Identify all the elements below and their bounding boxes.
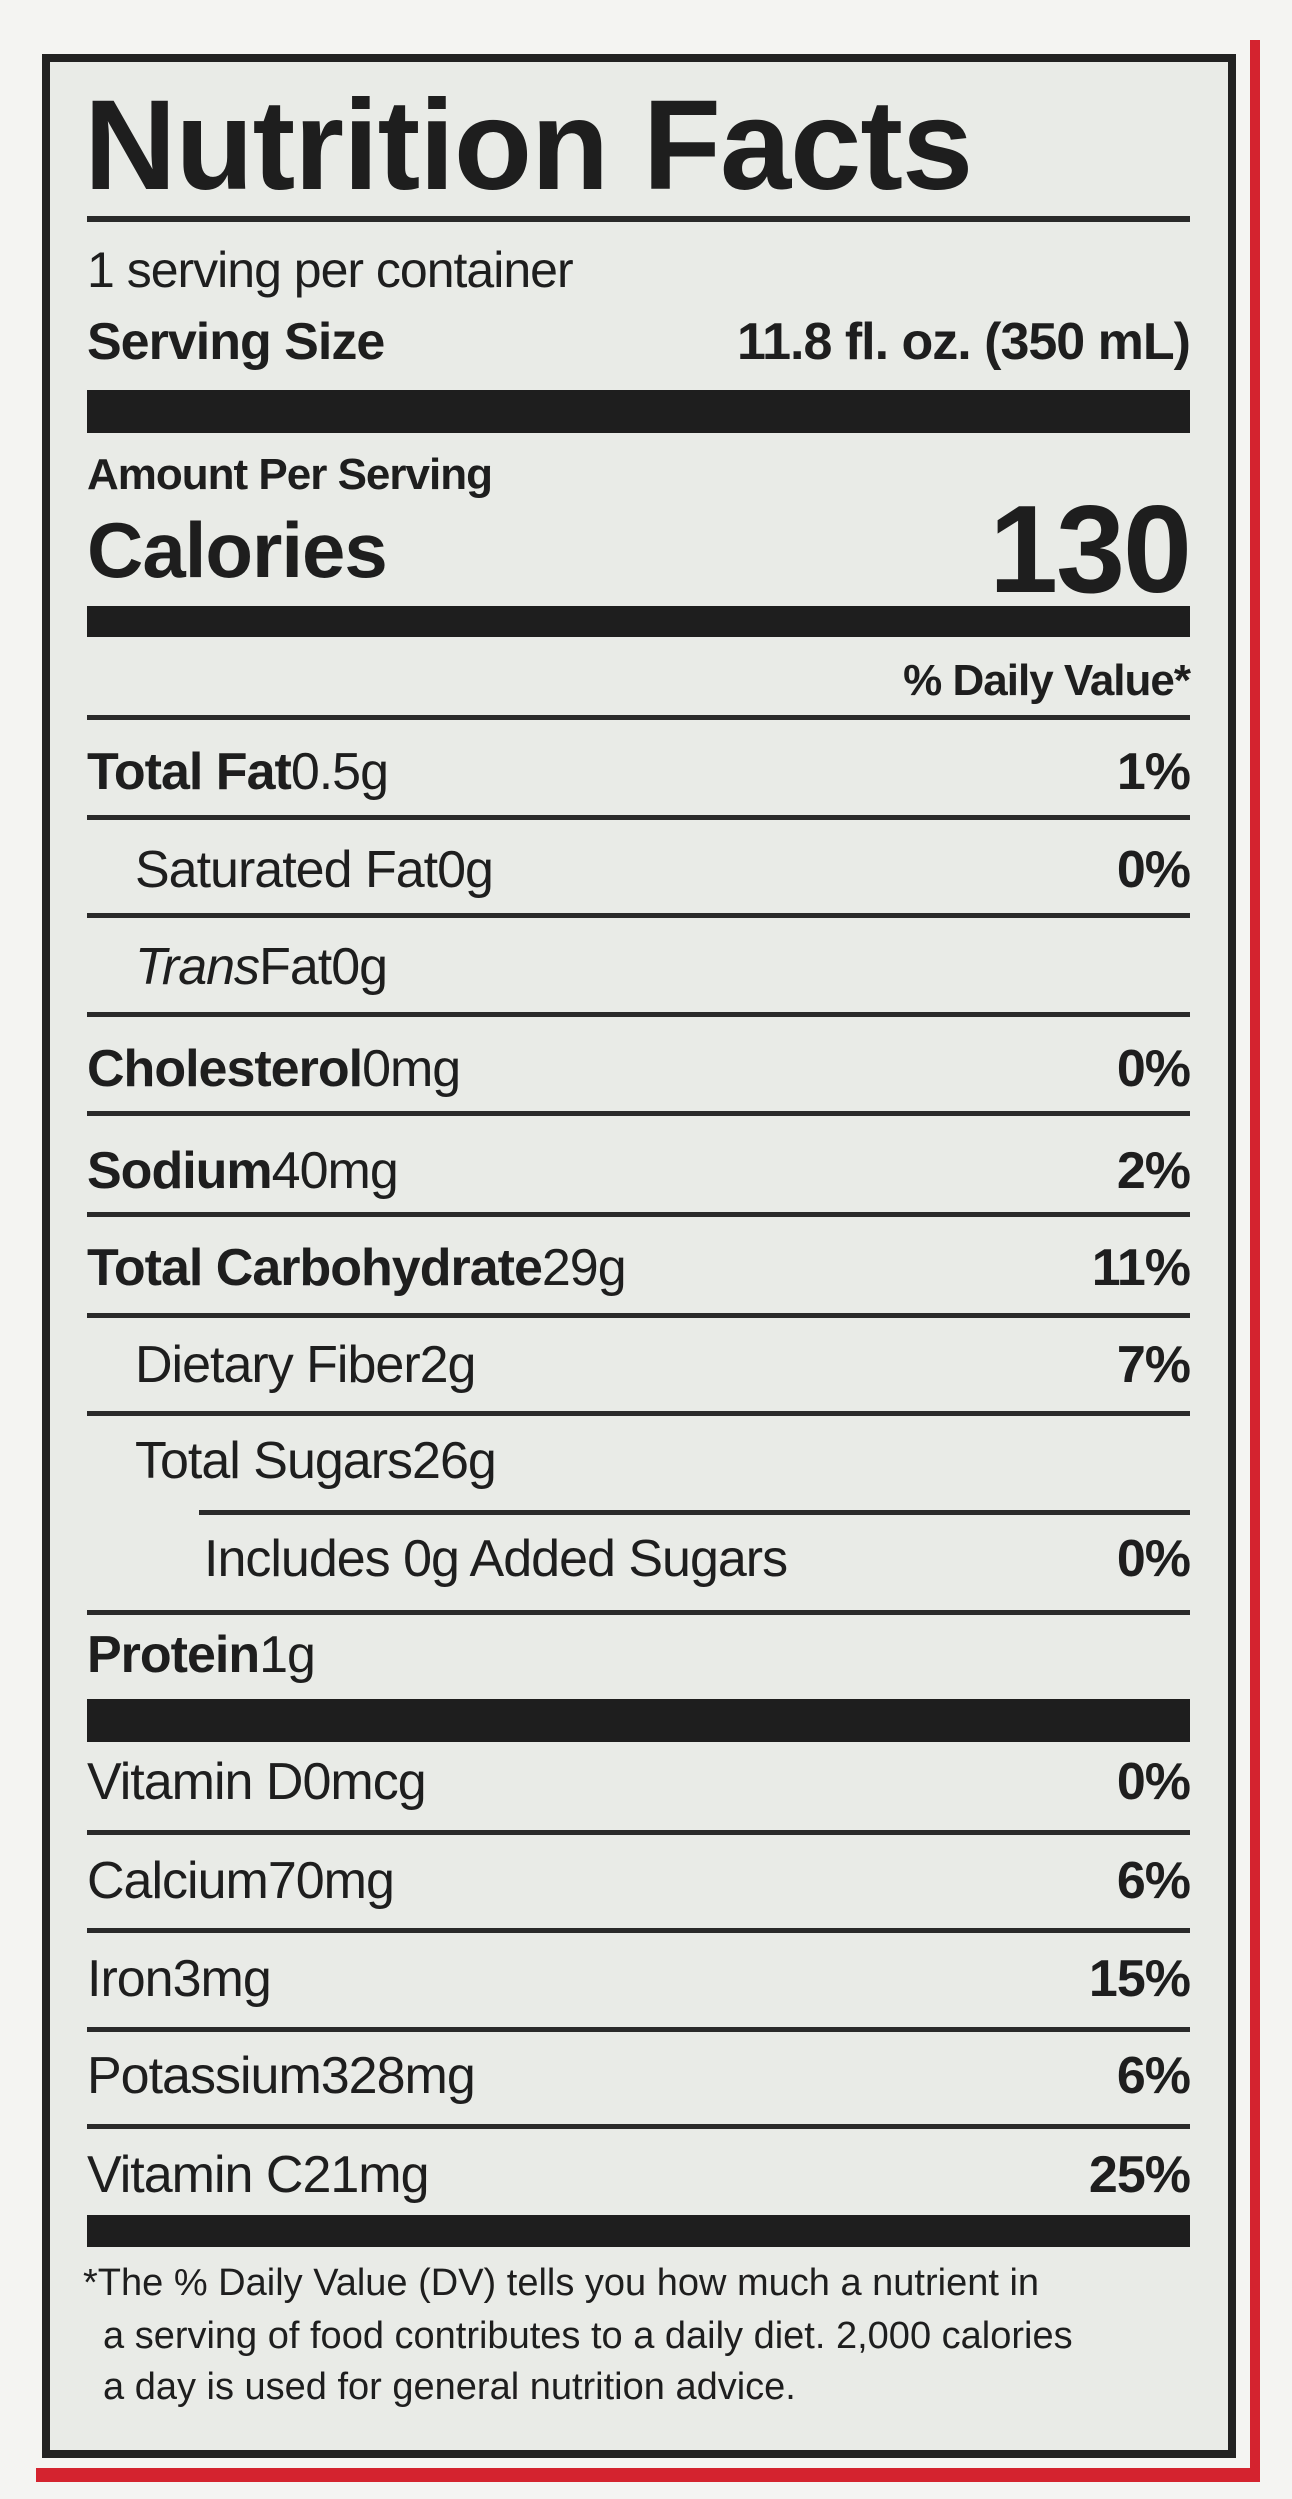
nutrient-dv: 6% [1116, 1852, 1191, 1910]
nutrient-row: Cholesterol 0mg 0% [87, 1019, 1191, 1119]
nutrient-row: Saturated Fat 0g 0% [135, 820, 1191, 920]
nutrient-row: Iron 3mg 15% [87, 1929, 1191, 2029]
rule [87, 2124, 1190, 2129]
title: Nutrition Facts [84, 74, 973, 217]
nutrient-row: Protein 1g [87, 1605, 1190, 1705]
nutrient-name: Dietary Fiber [135, 1336, 421, 1394]
nutrient-dv: 0% [1116, 1040, 1191, 1098]
nutrient-row: Total Sugars 26g [135, 1411, 1190, 1511]
nutrient-name: Fat [259, 938, 332, 996]
rule [87, 1313, 1190, 1318]
nutrient-row: Vitamin C 21mg 25% [87, 2125, 1191, 2225]
servings-text: 1 serving per container [87, 242, 574, 298]
footnote-line: a serving of food contributes to a daily… [103, 2315, 1073, 2357]
calories-value: 130 [989, 481, 1192, 619]
serving-size: Serving Size 11.8 fl. oz. (350 mL) [87, 292, 1191, 392]
red-edge [1250, 40, 1260, 2482]
label-box [42, 54, 1236, 2458]
rule [87, 715, 1190, 720]
nutrient-dv: 6% [1116, 2047, 1191, 2105]
nutrient-row: Total Carbohydrate 29g 11% [87, 1218, 1191, 1318]
nutrient-row: Dietary Fiber 2g 7% [135, 1315, 1191, 1415]
nutrient-row: Total Fat 0.5g 1% [87, 722, 1191, 822]
nutrient-row: Includes 0g Added Sugars 0% [204, 1509, 1191, 1609]
nutrient-dv: 0% [1116, 841, 1191, 899]
amount-per-serving-text: Amount Per Serving [87, 450, 493, 499]
servings: 1 serving per container [87, 220, 1190, 320]
dv-header-row: % Daily Value* [87, 656, 1191, 706]
rule [87, 1012, 1190, 1017]
nutrient-dv: 25% [1088, 2146, 1191, 2204]
nutrient-row: Trans Fat 0g [135, 917, 1190, 1017]
nutrient-name: Protein [87, 1626, 260, 1684]
nutrient-name: Vitamin C [87, 2146, 303, 2204]
rule [87, 216, 1190, 222]
thick-bar [87, 606, 1190, 637]
nutrient-amount: 0mcg [302, 1753, 426, 1811]
nutrient-name: Includes 0g Added Sugars [204, 1530, 788, 1588]
calories-label: Calories [87, 505, 388, 594]
nutrient-amount: 26g [412, 1432, 497, 1490]
nutrient-row: Sodium 40mg 2% [87, 1121, 1191, 1221]
nutrient-name: Total Fat [87, 743, 292, 801]
nutrient-dv: 11% [1091, 1239, 1191, 1297]
rule [87, 1928, 1190, 1933]
nutrient-dv: 0% [1116, 1753, 1191, 1811]
nutrient-name: Total Carbohydrate [87, 1239, 543, 1297]
thick-bar [87, 2215, 1190, 2247]
nutrient-dv: 7% [1116, 1336, 1191, 1394]
nutrient-amount: 40mg [271, 1142, 399, 1200]
thick-bar [87, 390, 1190, 433]
rule [87, 1610, 1190, 1615]
nutrient-name: Saturated Fat [135, 841, 438, 899]
nutrient-row: Vitamin D 0mcg 0% [87, 1732, 1191, 1832]
nutrient-dv: 15% [1088, 1950, 1191, 2008]
nutrient-name: Vitamin D [87, 1753, 303, 1811]
nutrient-amount: 0g [331, 938, 388, 996]
nutrient-name: Iron [87, 1950, 174, 2008]
footnote-line: *The % Daily Value (DV) tells you how mu… [83, 2262, 1040, 2304]
nutrient-name-italic: Trans [135, 938, 260, 996]
nutrient-dv: 0% [1116, 1530, 1191, 1588]
nutrient-dv: 1% [1116, 743, 1191, 801]
nutrient-amount: 1g [259, 1626, 316, 1684]
rule [87, 913, 1190, 918]
nutrient-name: Cholesterol [87, 1040, 363, 1098]
footnote-line: a day is used for general nutrition advi… [103, 2366, 796, 2408]
rule [87, 815, 1190, 820]
nutrient-amount: 0g [437, 841, 494, 899]
thick-bar [87, 1699, 1190, 1742]
serving-size-value: 11.8 fl. oz. (350 mL) [737, 313, 1191, 371]
nutrient-row: Potassium 328mg 6% [87, 2026, 1191, 2126]
nutrient-amount: 328mg [320, 2047, 476, 2105]
rule [87, 2027, 1190, 2032]
nutrient-amount: 3mg [172, 1950, 272, 2008]
red-edge [36, 2468, 1260, 2482]
nutrient-row: Calcium 70mg 6% [87, 1831, 1191, 1931]
amount-per-serving: Amount Per Serving [87, 450, 1190, 500]
dv-header: % Daily Value* [903, 656, 1191, 705]
serving-size-label: Serving Size [87, 313, 385, 371]
nutrient-dv: 2% [1116, 1142, 1191, 1200]
nutrient-amount: 70mg [267, 1852, 395, 1910]
rule [87, 1111, 1190, 1116]
nutrient-amount: 21mg [302, 2146, 429, 2204]
nutrient-amount: 0mg [362, 1040, 461, 1098]
nutrient-amount: 0.5g [290, 743, 389, 801]
nutrient-name: Potassium [87, 2047, 322, 2105]
rule [87, 1411, 1190, 1416]
nutrient-name: Sodium [87, 1142, 273, 1200]
nutrient-amount: 2g [419, 1336, 477, 1394]
rule [199, 1510, 1190, 1515]
nutrient-amount: 29g [541, 1239, 627, 1297]
rule [87, 1212, 1190, 1217]
rule [87, 1830, 1190, 1835]
calories-row: Calories 130 [87, 481, 1192, 619]
nutrient-name: Calcium [87, 1852, 269, 1910]
nutrient-name: Total Sugars [135, 1432, 413, 1490]
